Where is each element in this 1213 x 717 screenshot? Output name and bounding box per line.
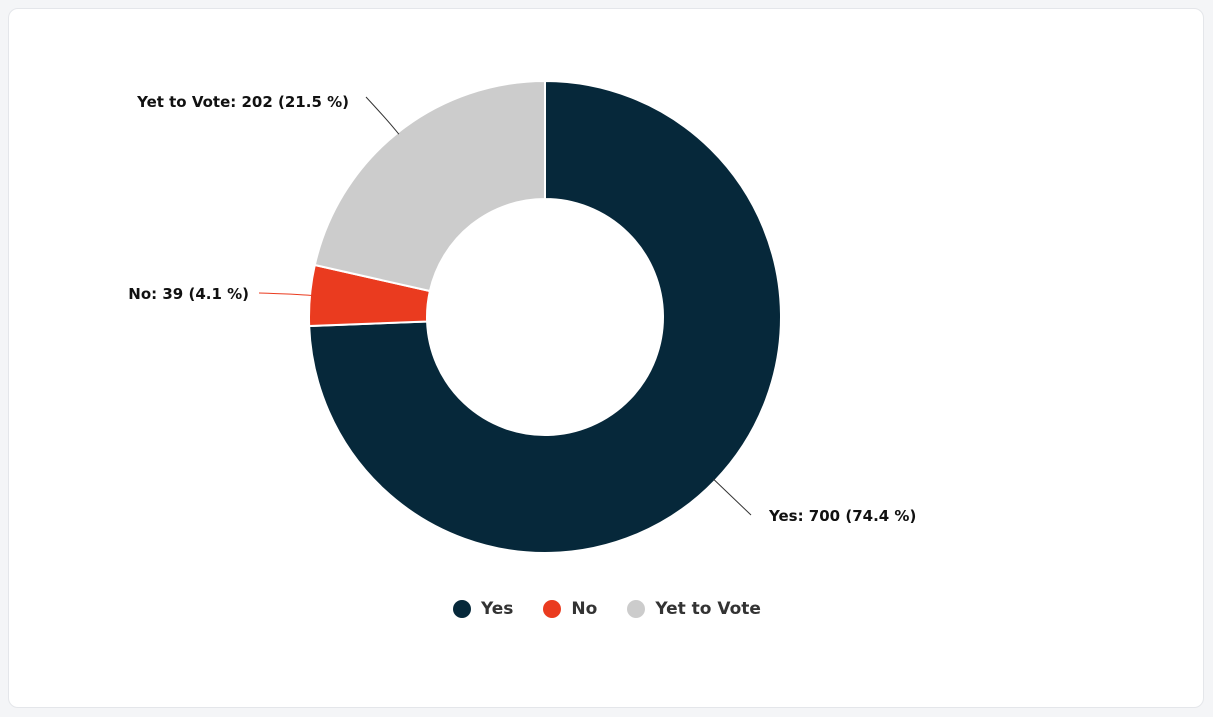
legend-item-yes[interactable]: Yes: [453, 599, 513, 619]
legend-marker-yet-to-vote: [627, 600, 646, 618]
legend-label-yet-to-vote: Yet to Vote: [655, 599, 761, 619]
data-label-yet-to-vote: Yet to Vote: 202 (21.5 %): [136, 93, 349, 111]
connector-yes: [713, 478, 752, 516]
legend-label-yes: Yes: [481, 599, 514, 619]
legend-item-no[interactable]: No: [543, 599, 597, 619]
chart-card: Yes: 700 (74.4 %) No: 39 (4.1 %) Yet to Vo…: [8, 8, 1204, 708]
slice-yes[interactable]: [308, 79, 782, 554]
legend-label-no: No: [571, 599, 598, 619]
connectors-group: [258, 96, 752, 516]
connector-yet-to-vote: [365, 96, 400, 135]
slice-yet-to-vote[interactable]: [313, 79, 546, 293]
labels-group: Yes: 700 (74.4 %) No: 39 (4.1 %) Yet to Vo…: [128, 93, 916, 525]
chart-legend: Yes No Yet to Vote: [9, 599, 1203, 619]
slices-group: [308, 79, 782, 554]
connector-no: [258, 292, 313, 297]
data-label-no: No: 39 (4.1 %): [128, 285, 249, 303]
donut-chart: Yes: 700 (74.4 %) No: 39 (4.1 %) Yet to Vo…: [128, 79, 916, 554]
data-label-yes: Yes: 700 (74.4 %): [768, 507, 916, 525]
legend-item-yet-to-vote[interactable]: Yet to Vote: [627, 599, 761, 619]
legend-marker-yes: [453, 600, 472, 618]
legend-marker-no: [543, 600, 562, 618]
